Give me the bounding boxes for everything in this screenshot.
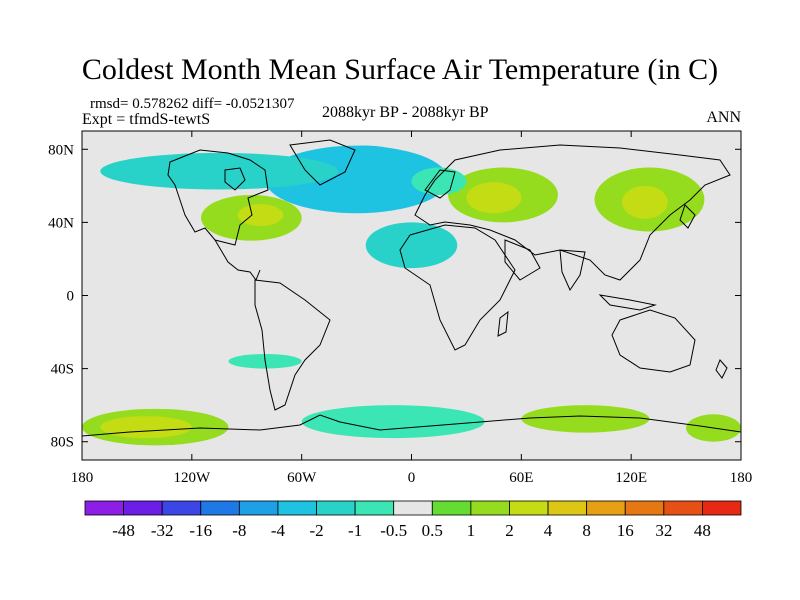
x-tick-label: 180 bbox=[71, 470, 94, 486]
colorbar-label: 32 bbox=[655, 521, 672, 540]
stats-label: rmsd= 0.578262 diff= -0.0521307 bbox=[90, 96, 295, 112]
africa-coast bbox=[399, 224, 516, 351]
colorbar-label: -4 bbox=[271, 521, 286, 540]
colorbar-swatch bbox=[84, 500, 124, 516]
new-zealand-coast bbox=[715, 359, 728, 379]
x-tick-label: 60E bbox=[509, 470, 533, 486]
hudson-bay-coast bbox=[224, 167, 246, 191]
colorbar-label: -32 bbox=[151, 521, 174, 540]
anomaly-southern-ocean-warming-east bbox=[521, 405, 650, 433]
anomaly-southern-ocean-cooling bbox=[301, 405, 485, 439]
colorbar-label: 0.5 bbox=[422, 521, 443, 540]
colorbar-swatch bbox=[509, 500, 549, 516]
madagascar-coast bbox=[497, 310, 509, 337]
colorbar: -48 -32 -16 -8 -4 -2 -1 -0.5 0.5 1 2 4 8 16 32 48 bbox=[84, 500, 742, 540]
anomaly-southern-ocean-warming-core bbox=[100, 416, 192, 439]
x-tick-label: 0 bbox=[408, 470, 416, 486]
colorbar-label: 8 bbox=[582, 521, 591, 540]
indonesia-coast bbox=[598, 294, 657, 311]
season-label: ANN bbox=[706, 109, 741, 126]
colorbar-swatch bbox=[277, 500, 317, 516]
colorbar-swatch bbox=[547, 500, 588, 516]
colorbar-swatch bbox=[393, 500, 433, 516]
colorbar-label: -48 bbox=[112, 521, 135, 540]
y-tick-label: 40S bbox=[51, 362, 74, 378]
central-america-coast bbox=[214, 239, 261, 282]
y-tick-label: 80N bbox=[48, 142, 74, 158]
arabia-coast bbox=[504, 239, 541, 281]
map-axes: 180 120W 60W 0 60E 120E 180 80N 40N 0 40S 80S bbox=[48, 131, 752, 486]
scandinavia-coast bbox=[424, 169, 456, 199]
y-tick-label: 0 bbox=[67, 289, 75, 305]
colorbar-label: -0.5 bbox=[380, 521, 407, 540]
y-tick-label: 40N bbox=[48, 215, 74, 231]
colorbar-label: 1 bbox=[467, 521, 476, 540]
colorbar-swatch bbox=[586, 500, 626, 516]
anomaly-east-asia-warming-core bbox=[622, 185, 668, 219]
japan-coast bbox=[679, 204, 696, 229]
anomaly-central-atlantic-cooling bbox=[365, 222, 458, 269]
australia-coast bbox=[611, 309, 696, 373]
colorbar-label: 4 bbox=[544, 521, 553, 540]
greenland-coast bbox=[289, 139, 356, 186]
colorbar-swatch bbox=[663, 500, 703, 516]
x-tick-label: 60W bbox=[287, 470, 317, 486]
coastlines bbox=[82, 139, 741, 437]
colorbar-swatch bbox=[200, 500, 240, 516]
colorbar-label: -16 bbox=[189, 521, 212, 540]
colorbar-label: 48 bbox=[694, 521, 711, 540]
x-tick-label: 120E bbox=[615, 470, 647, 486]
map-title: Coldest Month Mean Surface Air Temperatu… bbox=[81, 53, 719, 86]
experiment-label: Expt = tfmdS-tewtS bbox=[82, 111, 211, 128]
eurasia-coast bbox=[414, 144, 731, 281]
colorbar-label: 2 bbox=[505, 521, 514, 540]
colorbar-label: -1 bbox=[348, 521, 362, 540]
india-coast bbox=[559, 249, 586, 292]
antarctica-coast bbox=[82, 414, 741, 437]
colorbar-swatch bbox=[431, 500, 472, 516]
colorbar-swatch bbox=[161, 500, 202, 516]
colorbar-label: 16 bbox=[617, 521, 634, 540]
colorbar-swatch bbox=[316, 500, 356, 516]
colorbar-swatch bbox=[624, 500, 665, 516]
period-label: 2088kyr BP - 2088kyr BP bbox=[322, 104, 489, 121]
anomaly-arctic-canada-cooling bbox=[100, 152, 339, 190]
north-america-coast bbox=[167, 149, 269, 246]
anomaly-eurasia-warming-core bbox=[466, 182, 522, 214]
colorbar-label: -2 bbox=[309, 521, 323, 540]
colorbar-swatch bbox=[354, 500, 395, 516]
anomaly-layer bbox=[82, 145, 741, 446]
x-tick-label: 120W bbox=[173, 470, 211, 486]
anomaly-europe-cooling bbox=[411, 167, 467, 195]
colorbar-swatch bbox=[238, 500, 279, 516]
colorbar-swatch bbox=[123, 500, 163, 516]
anomaly-north-america-warming-core bbox=[237, 204, 284, 227]
south-america-coast bbox=[254, 279, 331, 411]
y-tick-label: 80S bbox=[51, 435, 74, 451]
colorbar-swatch bbox=[702, 500, 742, 516]
colorbar-label: -8 bbox=[232, 521, 246, 540]
colorbar-swatch bbox=[470, 500, 510, 516]
x-tick-label: 180 bbox=[730, 470, 753, 486]
